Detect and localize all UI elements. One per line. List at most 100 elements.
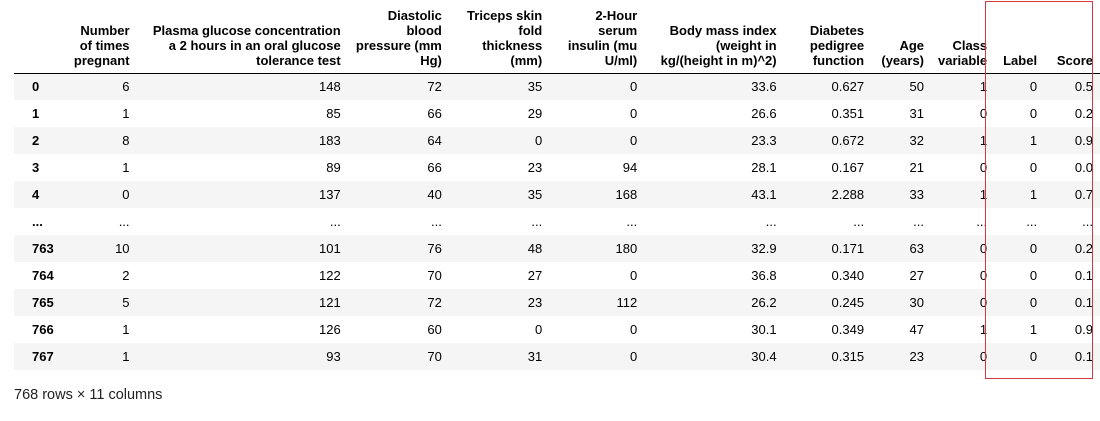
table-cell: 47 — [909, 322, 924, 337]
column-header-glucose: Plasma glucose concentration a 2 hours i… — [136, 3, 348, 74]
table-cell: 0 — [629, 349, 638, 364]
table-cell: 1 — [1029, 322, 1038, 337]
table-cell: 94 — [622, 160, 638, 175]
table-cell: 30.1 — [751, 322, 777, 337]
table-cell: 101 — [319, 241, 341, 256]
table-cell: 0.1 — [1074, 268, 1093, 283]
row-index: 1 — [32, 106, 40, 121]
table-cell: 26.6 — [751, 106, 777, 121]
table-cell: ... — [853, 214, 865, 229]
table-cell: 0.349 — [831, 322, 865, 337]
row-index: ... — [32, 214, 43, 229]
row-index: 2 — [32, 133, 40, 148]
table-cell: 63 — [909, 241, 924, 256]
table-cell: 0 — [629, 106, 638, 121]
table-cell: 0 — [122, 187, 130, 202]
table-cell: 0.1 — [1074, 295, 1093, 310]
table-cell: 0 — [1029, 268, 1038, 283]
dataframe-output: Number of times pregnant Plasma glucose … — [14, 3, 1100, 370]
row-index: 765 — [32, 295, 54, 310]
table-cell: 64 — [427, 133, 442, 148]
table-cell: 23.3 — [751, 133, 777, 148]
table-cell: 48 — [527, 241, 543, 256]
table-cell: 40 — [427, 187, 442, 202]
table-cell: 32.9 — [751, 241, 777, 256]
table-cell: 0.340 — [831, 268, 865, 283]
table-cell: 0 — [979, 106, 988, 121]
table-cell: 1 — [122, 106, 130, 121]
table-cell: ... — [1026, 214, 1038, 229]
dataframe-table: Number of times pregnant Plasma glucose … — [14, 3, 1100, 370]
table-cell: 0.2 — [1074, 241, 1093, 256]
table-cell: 0.351 — [831, 106, 865, 121]
column-header-bmi: Body mass index (weight in kg/(height in… — [644, 3, 784, 74]
table-cell: 72 — [427, 79, 442, 95]
table-cell: 28.1 — [751, 160, 777, 175]
table-row: 0 6 148 72 35 0 33.6 0.627 50 1 0 0.5 — [14, 73, 1100, 100]
column-header-age: Age (years) — [871, 3, 931, 74]
table-cell: 0.245 — [831, 295, 865, 310]
table-cell: 60 — [427, 322, 442, 337]
table-cell: 85 — [326, 106, 341, 121]
table-cell: 168 — [615, 187, 638, 202]
table-cell: 89 — [326, 160, 341, 175]
table-cell: ... — [531, 214, 543, 229]
row-index: 767 — [32, 349, 54, 364]
table-cell: 23 — [527, 160, 543, 175]
table-cell: 0.0 — [1074, 160, 1093, 175]
table-cell: 1 — [122, 322, 130, 337]
table-cell: ... — [1082, 214, 1093, 229]
column-header-pregnant: Number of times pregnant — [60, 3, 137, 74]
row-index: 764 — [32, 268, 54, 283]
table-cell: 0 — [534, 322, 543, 337]
table-cell: 112 — [616, 295, 638, 310]
table-cell: 30 — [909, 295, 924, 310]
header-row: Number of times pregnant Plasma glucose … — [14, 3, 1100, 74]
row-index: 4 — [32, 187, 40, 202]
table-cell: 35 — [527, 79, 543, 95]
table-cell: 0 — [1029, 295, 1038, 310]
table-cell: 70 — [427, 268, 442, 283]
table-cell: ... — [765, 214, 777, 229]
table-cell: 23 — [527, 295, 543, 310]
table-cell: 0 — [629, 133, 638, 148]
table-cell: 0 — [629, 79, 638, 95]
table-cell: 5 — [122, 295, 130, 310]
table-cell: 0.167 — [831, 160, 865, 175]
table-cell: ... — [431, 214, 442, 229]
table-cell: 1 — [122, 349, 130, 364]
table-cell: 126 — [319, 322, 341, 337]
row-index: 3 — [32, 160, 40, 175]
table-row: 764 2 122 70 27 0 36.8 0.340 27 0 0 0.1 — [14, 262, 1100, 289]
column-header-blood-pressure: Diastolic blood pressure (mm Hg) — [347, 3, 449, 74]
table-cell: 2.288 — [831, 187, 865, 202]
table-cell: 30.4 — [751, 349, 777, 364]
table-row: .................................... — [14, 208, 1100, 235]
table-cell: 148 — [319, 79, 341, 95]
table-cell: 1 — [122, 160, 130, 175]
column-header-label: Label — [994, 3, 1045, 74]
table-cell: 31 — [909, 106, 924, 121]
table-cell: ... — [329, 214, 341, 229]
table-cell: 33.6 — [751, 79, 777, 95]
table-cell: 0 — [979, 295, 988, 310]
table-cell: ... — [626, 214, 638, 229]
table-cell: 0 — [1029, 241, 1038, 256]
table-cell: 0 — [979, 160, 988, 175]
table-cell: 6 — [122, 79, 130, 95]
table-cell: 0 — [534, 133, 543, 148]
table-row: 765 5 121 72 23 112 26.2 0.245 30 0 0 0.1 — [14, 289, 1100, 316]
table-cell: 0 — [1029, 349, 1038, 364]
table-cell: 1 — [979, 79, 988, 95]
table-row: 767 1 93 70 31 0 30.4 0.315 23 0 0 0.1 — [14, 343, 1100, 370]
table-cell: 0.627 — [831, 79, 865, 95]
table-cell: 0 — [629, 268, 638, 283]
table-cell: 0 — [629, 322, 638, 337]
table-cell: ... — [913, 214, 924, 229]
table-cell: 1 — [979, 322, 988, 337]
table-cell: 0 — [979, 268, 988, 283]
table-cell: 122 — [319, 268, 341, 283]
table-row: 3 1 89 66 23 94 28.1 0.167 21 0 0 0.0 — [14, 154, 1100, 181]
column-header-score: Score — [1044, 3, 1100, 74]
column-header-pedigree: Diabetes pedigree function — [783, 3, 872, 74]
